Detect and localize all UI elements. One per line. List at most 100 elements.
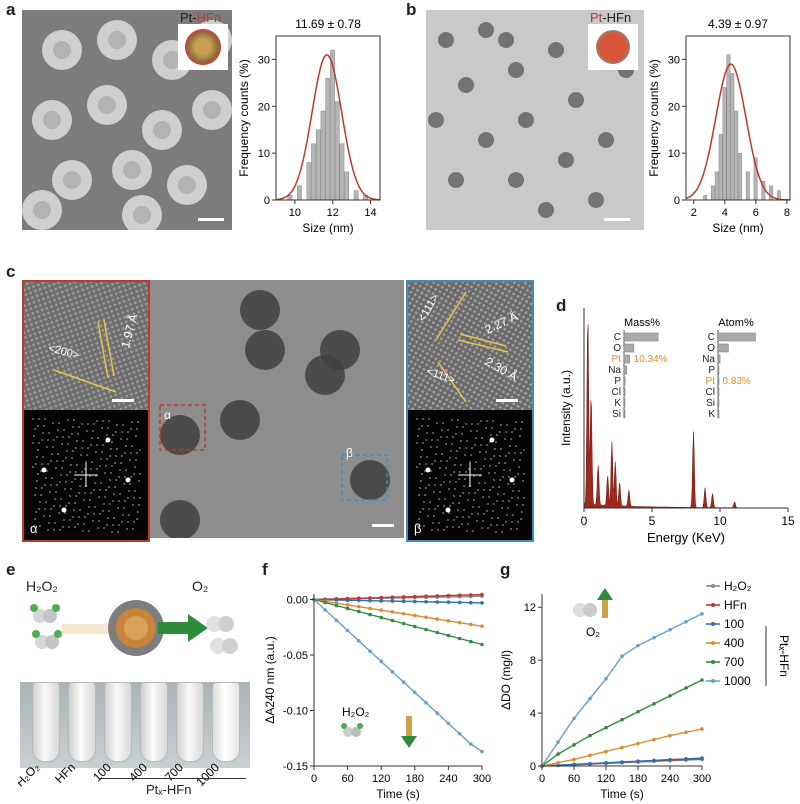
o2-icon [573,603,587,617]
fft-noise [92,520,94,522]
element-label: O [613,343,621,354]
fft-noise [487,503,489,505]
fft-noise [522,480,524,482]
fft-noise [477,513,479,515]
fft-noise [455,433,457,435]
data-point [390,618,395,623]
alpha-label: α [30,521,38,536]
fft-noise [112,434,114,436]
y-axis-label: ΔA240 nm (a.u.) [263,636,277,723]
data-point [357,604,361,609]
particle-c [305,355,345,395]
histogram-a: 10 12 14 0 10 20 30 Size (nm) Frequency counts (… [237,17,381,235]
fft-noise [74,526,76,528]
fft-noise [472,506,474,508]
fft-noise [442,512,444,514]
fft-noise [84,492,86,494]
fft-noise [69,471,71,473]
data-point [684,730,688,735]
fft-noise [65,457,67,459]
fft-noise [416,442,418,444]
fft-noise [454,464,456,466]
o2-icon [583,603,597,617]
fft-noise [123,507,125,509]
fft-noise [495,531,497,533]
mean-size-label: 11.69 ± 0.78 [295,17,361,31]
fft-noise [96,420,98,422]
fft-noise [75,495,77,497]
fft-noise [511,497,513,499]
fft-noise [45,477,47,479]
fft-noise [521,511,523,513]
fft-spot [61,507,67,513]
fft-noise [38,508,40,510]
fft-noise [489,441,491,443]
fft-noise [73,419,75,421]
fft-noise [37,473,39,475]
fft-noise [55,467,57,469]
fft-noise [422,418,424,420]
fft-noise [109,479,111,481]
fft-noise [501,507,503,509]
fft-noise [482,496,484,498]
hist-bar [734,110,739,201]
fft-noise [445,443,447,445]
data-point [469,639,473,644]
x-axis-label: Time (s) [600,787,644,801]
fft-noise [496,524,498,526]
data-point [446,633,451,638]
data-point [323,608,327,612]
fft-noise [83,523,85,525]
fft-noise [428,508,430,510]
data-point [357,598,361,603]
fft-noise [95,475,97,477]
fft-noise [97,437,99,439]
fft-noise [434,460,436,462]
data-point [357,639,361,643]
fft-noise [112,500,114,502]
particle-b [428,112,444,128]
h2o2-molecule-icon [30,604,62,649]
data-point [604,749,608,754]
fft-noise [113,517,115,519]
element-bar [717,332,756,342]
series-line-6 [541,613,703,767]
fft-noise [105,489,107,491]
fft-noise [117,531,119,533]
particle-core-a [63,171,81,189]
fft-noise [436,422,438,424]
fft-noise [422,508,424,510]
plot-frame [275,35,381,201]
fft-noise [64,512,66,514]
data-point [424,700,428,705]
fft-noise [136,518,138,520]
fft-noise [86,454,88,456]
fft-noise [425,439,427,441]
lattice-beta [408,282,532,410]
particle-b [458,77,474,93]
data-point [604,725,608,730]
fft-noise [138,480,140,482]
fft-noise [496,500,498,502]
x-tick-label: 5 [649,514,656,528]
particle-b [518,112,534,128]
fft-noise [506,424,508,426]
fft-noise [71,481,73,483]
fft-noise [84,468,86,470]
fft-noise [440,460,442,462]
fft-noise [58,422,60,424]
fft-noise [467,499,469,501]
fft-noise [70,488,72,490]
particle-core-a [203,101,221,119]
fft-noise [94,482,96,484]
fft-noise [63,519,65,521]
fft-noise [501,531,503,533]
o2-annotation: O₂ [586,625,600,639]
fft-noise [73,509,75,511]
fft-noise [445,467,447,469]
fft-noise [117,507,119,509]
legend-label: 700 [724,655,744,669]
data-point [469,742,473,746]
fft-noise [514,476,516,478]
